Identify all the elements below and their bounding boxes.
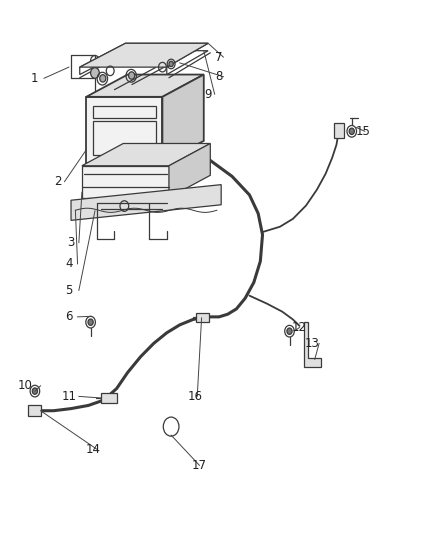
Polygon shape	[82, 166, 169, 198]
Polygon shape	[304, 322, 321, 367]
Circle shape	[100, 75, 106, 82]
Polygon shape	[169, 143, 210, 198]
Polygon shape	[80, 43, 208, 67]
Text: 16: 16	[187, 390, 202, 403]
Text: 11: 11	[61, 390, 76, 403]
Circle shape	[32, 388, 38, 394]
Circle shape	[169, 61, 173, 67]
Bar	[102, 393, 117, 403]
Bar	[196, 313, 209, 322]
Text: 8: 8	[215, 70, 223, 83]
Polygon shape	[71, 184, 221, 220]
Circle shape	[88, 319, 93, 325]
Text: 14: 14	[85, 443, 100, 456]
Text: 2: 2	[54, 175, 62, 188]
Circle shape	[129, 72, 134, 79]
Text: 7: 7	[215, 51, 223, 63]
Text: 4: 4	[65, 257, 73, 270]
Bar	[334, 123, 344, 138]
Circle shape	[349, 128, 354, 134]
Text: 12: 12	[292, 321, 307, 334]
Text: 9: 9	[205, 87, 212, 101]
Circle shape	[91, 68, 99, 78]
Text: 5: 5	[65, 284, 73, 297]
Bar	[28, 406, 41, 416]
Bar	[93, 107, 156, 118]
Text: 17: 17	[192, 459, 207, 472]
Polygon shape	[162, 75, 204, 163]
Text: 1: 1	[30, 72, 38, 85]
Bar	[93, 120, 156, 155]
Polygon shape	[86, 75, 204, 97]
Polygon shape	[86, 97, 162, 163]
Text: 13: 13	[305, 337, 320, 350]
Text: 3: 3	[67, 236, 75, 249]
Polygon shape	[80, 43, 208, 75]
Text: 6: 6	[65, 310, 73, 324]
Polygon shape	[82, 143, 210, 166]
Text: 15: 15	[355, 125, 370, 138]
Circle shape	[287, 328, 292, 334]
Text: 10: 10	[18, 379, 33, 392]
